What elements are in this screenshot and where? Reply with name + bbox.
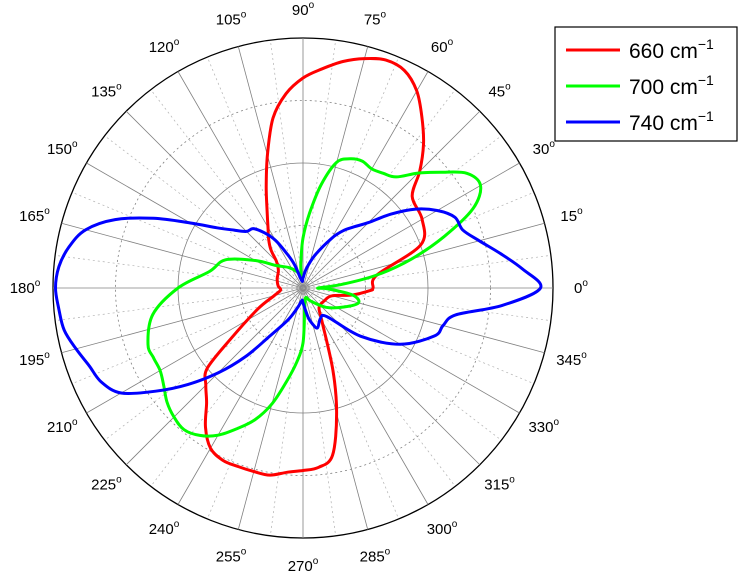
series-layer — [54, 56, 543, 477]
polar-grid-minor-spoke — [150, 89, 304, 289]
angle-tick-label: 210o — [47, 417, 78, 436]
polar-grid-minor-spoke — [270, 40, 304, 289]
polar-grid-spoke — [302, 222, 545, 289]
polar-grid-spoke — [302, 46, 369, 289]
polar-grid-spoke — [302, 287, 481, 466]
angle-tick-label: 255o — [216, 547, 247, 566]
legend-label-740: 740 cm−1 — [629, 108, 714, 135]
angle-tick-label: 45o — [488, 81, 511, 100]
polar-grid-spoke — [302, 110, 481, 289]
legend: 660 cm−1 700 cm−1 740 cm−1 — [554, 26, 738, 142]
polar-grid-spoke — [237, 287, 304, 530]
polar-grid-minor-spoke — [302, 255, 551, 289]
angle-tick-label: 105o — [216, 9, 247, 28]
polar-grid-minor-spoke — [302, 287, 399, 520]
polar-grid-minor-spoke — [302, 287, 502, 441]
angle-tick-label: 120o — [149, 37, 180, 56]
angle-tick-label: 330o — [528, 417, 559, 436]
polar-grid-minor-spoke — [207, 287, 304, 520]
polar-grid-spoke — [86, 287, 304, 414]
polar-grid-minor-spoke — [302, 287, 456, 487]
polar-grid-spoke — [61, 287, 304, 354]
polar-grid-spoke — [302, 287, 545, 354]
angle-tick-label: 0o — [574, 278, 588, 297]
angle-tick-label: 150o — [47, 139, 78, 158]
angle-tick-label: 165o — [19, 206, 50, 225]
polar-grid-minor-spoke — [71, 192, 304, 289]
angle-tick-label: 240o — [149, 519, 180, 538]
angle-tick-label: 300o — [427, 519, 458, 538]
polar-grid-spoke — [61, 222, 304, 289]
angle-tick-label: 180o — [10, 278, 41, 297]
polar-grid-minor-spoke — [55, 255, 304, 289]
angle-tick-label: 195o — [19, 350, 50, 369]
polar-grid-minor-spoke — [55, 287, 304, 321]
polar-grid-minor-spoke — [270, 287, 304, 536]
polar-grid-spoke — [125, 287, 304, 466]
angle-tick-label: 90o — [292, 0, 315, 19]
angle-tick-label: 315o — [484, 475, 515, 494]
legend-entry-660: 660 cm−1 — [566, 36, 714, 63]
angle-tick-label: 345o — [556, 350, 587, 369]
angle-tick-label: 60o — [431, 37, 454, 56]
polar-grid-minor-spoke — [302, 192, 535, 289]
legend-entry-700: 700 cm−1 — [566, 72, 714, 99]
angle-tick-label: 15o — [560, 206, 583, 225]
polar-grid-spoke — [302, 71, 429, 289]
polar-grid-minor-spoke — [150, 287, 304, 487]
angle-tick-label: 30o — [533, 139, 556, 158]
polar-grid-minor-spoke — [104, 287, 304, 441]
series-line-700 — [146, 157, 483, 438]
polar-grid-spoke — [86, 162, 304, 289]
legend-entry-740: 740 cm−1 — [566, 108, 714, 135]
polar-grid-minor-spoke — [302, 40, 336, 289]
polar-grid-spoke — [302, 162, 520, 289]
angle-tick-label: 225o — [91, 475, 122, 494]
polar-grid-spoke — [177, 71, 304, 289]
series-line-740 — [54, 207, 543, 396]
legend-label-660: 660 cm−1 — [629, 36, 714, 63]
series-line-660 — [203, 56, 427, 477]
angle-tick-label: 135o — [91, 81, 122, 100]
angle-tick-label: 285o — [360, 547, 391, 566]
legend-label-700: 700 cm−1 — [629, 72, 714, 99]
polar-grid-spoke — [237, 46, 304, 289]
polar-grid-minor-spoke — [302, 287, 336, 536]
angle-tick-label: 75o — [364, 9, 387, 28]
angle-tick-label: 270o — [288, 556, 319, 575]
polar-grid-minor-spoke — [207, 56, 304, 289]
polar-grid-minor-spoke — [302, 89, 456, 289]
polar-grid-minor-spoke — [302, 287, 535, 384]
polar-grid — [52, 37, 554, 539]
angle-labels: 0o 15o 30o 45o 60o 75o 90o 105o 120o 135o 150o 165o… — [10, 0, 589, 575]
